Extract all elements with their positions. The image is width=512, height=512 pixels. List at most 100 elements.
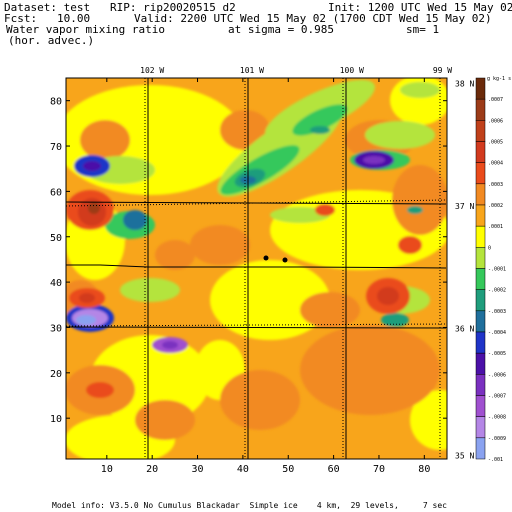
field-patch [155, 240, 195, 270]
axes: 10 20 30 40 50 60 70 80 10 20 30 40 50 60 70 80 102 W 101… [50, 66, 474, 475]
colorbar-swatch [475, 183, 486, 206]
field-patch [83, 161, 101, 171]
y-tick-label: 70 [50, 142, 62, 153]
field-patch [88, 202, 100, 214]
field-patch [315, 204, 335, 216]
y-tick-label: 40 [50, 278, 62, 289]
field-patch [381, 313, 409, 327]
field-patch [310, 126, 330, 134]
latitude-label: 38 N [455, 80, 474, 89]
colorbar-label: -.0003 [488, 309, 506, 315]
longitude-label: 101 W [240, 66, 264, 75]
colorbar-swatch [475, 395, 486, 417]
colorbar-swatch [475, 204, 486, 227]
colorbar: g kg-1 s-1 .0007 .0006 .0005 .0004 .0003 .0002… [475, 76, 512, 463]
colorbar-label: .0006 [488, 118, 503, 124]
y-tick-label: 10 [50, 414, 62, 425]
longitude-label: 99 W [433, 66, 452, 75]
colorbar-label: -.001 [488, 457, 503, 463]
y-tick-label: 60 [50, 187, 62, 198]
latitude-label: 35 N [455, 451, 474, 460]
colorbar-label: .0004 [488, 161, 503, 167]
colorbar-label: .0001 [488, 224, 503, 230]
forecast-hour-label: Fcst: 10.00 [4, 12, 91, 25]
colorbar-label: -.0004 [488, 330, 506, 336]
field-patch [162, 341, 178, 349]
state-border-north [65, 201, 447, 205]
colorbar-swatch [475, 310, 486, 333]
colorbar-label: .0002 [488, 203, 503, 209]
field-patch [377, 287, 399, 305]
colorbar-label: .0007 [488, 97, 503, 103]
colorbar-swatch [475, 437, 486, 460]
field-patch [400, 82, 440, 98]
y-tick-label: 30 [50, 323, 62, 334]
longitude-label: 100 W [340, 66, 364, 75]
field-subtitle-label: (hor. advec.) [8, 34, 95, 47]
field-patch [135, 400, 195, 440]
latitude-label: 37 N [455, 202, 474, 211]
colorbar-swatch [475, 352, 486, 375]
x-tick-label: 10 [101, 464, 113, 475]
field-patch [120, 278, 180, 302]
station-marker [282, 257, 288, 263]
field-patch [410, 390, 447, 450]
field-patch [86, 382, 114, 398]
y-tick-label: 80 [50, 97, 62, 108]
x-tick-label: 60 [328, 464, 340, 475]
field-patch [190, 225, 250, 265]
colorbar-label: 0 [488, 245, 491, 251]
colorbar-label: -.0002 [488, 288, 506, 294]
field-patch [407, 206, 423, 214]
colorbar-label: -.0006 [488, 372, 506, 378]
colorbar-label: .0005 [488, 140, 503, 146]
colorbar-swatch [475, 374, 486, 396]
colorbar-label: -.0005 [488, 351, 506, 357]
x-tick-label: 20 [146, 464, 158, 475]
field-patch [363, 156, 385, 164]
colorbar-swatch [475, 225, 486, 248]
sigma-level-label: at sigma = 0.985 [228, 23, 334, 36]
model-info-label: Model info: V3.5.0 No Cumulus Blackadar … [52, 501, 447, 510]
colorbar-unit: g kg-1 s-1 [487, 76, 512, 82]
valid-time-label: Valid: 2200 UTC Wed 15 May 02 (1700 CDT … [134, 12, 492, 25]
x-tick-label: 30 [192, 464, 204, 475]
field-patch [300, 325, 440, 415]
colorbar-swatch [475, 247, 486, 269]
plot-frame [65, 77, 448, 460]
colorbar-swatch [475, 120, 486, 142]
colorbar-swatch [475, 416, 486, 439]
field-patch [292, 104, 348, 136]
field-patch [365, 121, 435, 149]
y-tick-label: 50 [50, 233, 62, 244]
x-tick-label: 50 [282, 464, 294, 475]
colorbar-label: -.0009 [488, 436, 506, 442]
field-patch [220, 370, 300, 430]
y-tick-label: 20 [50, 369, 62, 380]
x-tick-label: 70 [373, 464, 385, 475]
colorbar-swatch [475, 162, 486, 185]
latitude-label: 36 N [455, 324, 474, 333]
x-tick-label: 40 [237, 464, 249, 475]
colorbar-swatch [475, 141, 486, 163]
longitude-label: 102 W [140, 66, 164, 75]
colorbar-label: -.0001 [488, 267, 506, 273]
field-patch [79, 293, 95, 303]
field-patch [398, 236, 422, 254]
heatmap-field [66, 78, 447, 459]
field-name-label: Water vapor mixing ratio [6, 23, 165, 36]
field-patch [80, 120, 130, 160]
init-time-label: Init: 1200 UTC Wed 15 May 02 [328, 1, 512, 14]
dataset-label: Dataset: test RIP: rip20020515 d2 [4, 1, 236, 14]
colorbar-label: .0003 [488, 182, 503, 188]
state-border-south [65, 326, 447, 329]
field-patch [300, 292, 360, 328]
parallel-36 [65, 323, 447, 327]
x-tick-label: 80 [418, 464, 430, 475]
parallel-37 [65, 199, 447, 207]
field-patch [210, 260, 330, 340]
field-patch [123, 210, 147, 230]
boundaries [65, 78, 447, 459]
colorbar-swatch [475, 289, 486, 312]
